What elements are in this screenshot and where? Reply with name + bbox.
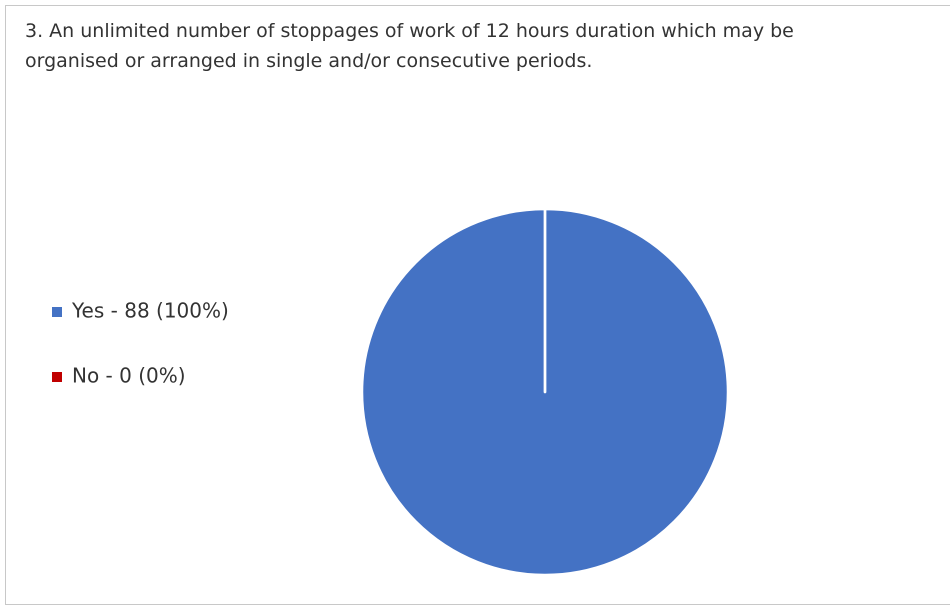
legend-label: Yes - 88 (100%) <box>71 299 229 323</box>
legend-swatch <box>52 307 62 317</box>
legend-label: No - 0 (0%) <box>72 364 186 388</box>
legend-swatch <box>52 372 62 382</box>
chart-title: 3. An unlimited number of stoppages of w… <box>25 20 794 72</box>
chart: Yes - 88 (100%) No - 0 (0%) <box>52 207 730 577</box>
page: 3. An unlimited number of stoppages of w… <box>5 5 950 605</box>
